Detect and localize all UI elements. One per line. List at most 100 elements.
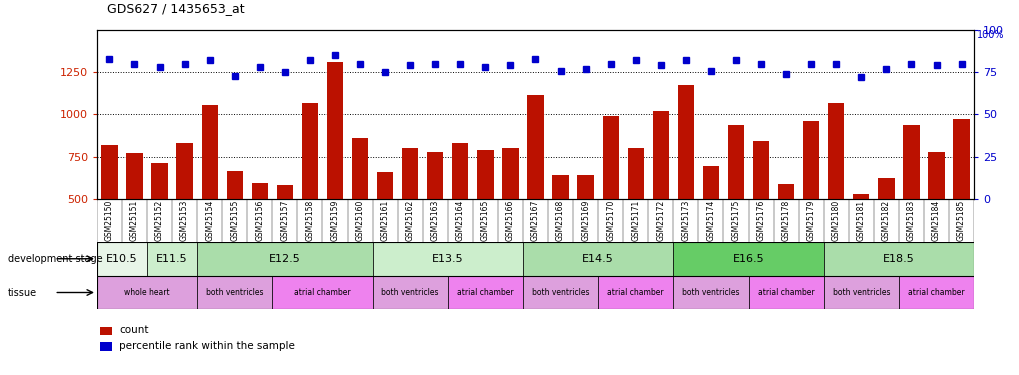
Bar <box>627 148 643 199</box>
Text: GSM25168: GSM25168 <box>555 200 565 241</box>
Text: E10.5: E10.5 <box>106 254 138 264</box>
Text: GSM25152: GSM25152 <box>155 200 164 241</box>
Text: E11.5: E11.5 <box>156 254 187 264</box>
Bar <box>652 111 668 199</box>
Text: GSM25170: GSM25170 <box>605 200 614 242</box>
Bar <box>677 85 693 199</box>
Text: 100%: 100% <box>976 30 1004 40</box>
Text: atrial chamber: atrial chamber <box>607 288 663 297</box>
Bar <box>147 242 197 276</box>
Bar <box>748 276 823 309</box>
Bar <box>953 118 969 199</box>
Bar <box>372 242 523 276</box>
Text: GSM25176: GSM25176 <box>756 200 765 242</box>
Text: GDS627 / 1435653_at: GDS627 / 1435653_at <box>107 2 245 15</box>
Text: GSM25183: GSM25183 <box>906 200 915 241</box>
Text: GSM25166: GSM25166 <box>505 200 515 242</box>
Bar <box>827 104 844 199</box>
Text: GSM25155: GSM25155 <box>230 200 239 242</box>
Text: GSM25150: GSM25150 <box>105 200 114 242</box>
Bar <box>151 164 167 199</box>
Bar <box>477 150 493 199</box>
Bar <box>302 104 318 199</box>
Text: GSM25158: GSM25158 <box>305 200 314 241</box>
Bar <box>877 178 894 199</box>
Bar <box>728 124 744 199</box>
Bar <box>523 242 673 276</box>
Text: GSM25172: GSM25172 <box>655 200 664 241</box>
Bar <box>823 276 898 309</box>
Bar <box>252 183 268 199</box>
Bar <box>276 185 292 199</box>
Bar <box>326 62 342 199</box>
Bar <box>427 152 443 199</box>
Text: GSM25182: GSM25182 <box>881 200 890 241</box>
Text: GSM25171: GSM25171 <box>631 200 640 241</box>
Text: GSM25175: GSM25175 <box>731 200 740 242</box>
Bar <box>197 276 272 309</box>
Text: both ventricles: both ventricles <box>682 288 739 297</box>
Text: GSM25180: GSM25180 <box>830 200 840 241</box>
Text: GSM25151: GSM25151 <box>129 200 139 241</box>
Text: tissue: tissue <box>8 288 38 297</box>
Text: both ventricles: both ventricles <box>381 288 438 297</box>
Text: GSM25160: GSM25160 <box>356 200 364 242</box>
Bar <box>451 143 468 199</box>
Bar <box>352 138 368 199</box>
Bar <box>272 276 372 309</box>
Bar <box>777 184 794 199</box>
Text: GSM25161: GSM25161 <box>380 200 389 241</box>
Bar <box>527 95 543 199</box>
Text: percentile rank within the sample: percentile rank within the sample <box>119 341 294 351</box>
Bar <box>501 148 518 199</box>
Text: GSM25184: GSM25184 <box>931 200 941 241</box>
Text: GSM25179: GSM25179 <box>806 200 815 242</box>
Text: atrial chamber: atrial chamber <box>293 288 351 297</box>
Text: atrial chamber: atrial chamber <box>457 288 514 297</box>
Text: GSM25154: GSM25154 <box>205 200 214 242</box>
Text: both ventricles: both ventricles <box>832 288 890 297</box>
Text: GSM25153: GSM25153 <box>180 200 189 242</box>
Text: E18.5: E18.5 <box>882 254 914 264</box>
Text: whole heart: whole heart <box>124 288 170 297</box>
Bar <box>176 143 193 199</box>
Bar <box>97 276 197 309</box>
Text: E16.5: E16.5 <box>732 254 763 264</box>
Text: development stage: development stage <box>8 254 103 264</box>
Bar <box>597 276 673 309</box>
Bar <box>126 153 143 199</box>
Bar <box>673 242 823 276</box>
Text: GSM25165: GSM25165 <box>480 200 489 242</box>
Text: GSM25181: GSM25181 <box>856 200 865 241</box>
Text: GSM25178: GSM25178 <box>781 200 790 241</box>
Bar <box>372 276 447 309</box>
Text: E12.5: E12.5 <box>269 254 301 264</box>
Bar <box>823 242 973 276</box>
Text: count: count <box>119 325 149 335</box>
Bar <box>523 276 597 309</box>
Text: GSM25157: GSM25157 <box>280 200 289 242</box>
Text: GSM25185: GSM25185 <box>956 200 965 241</box>
Text: GSM25174: GSM25174 <box>706 200 714 242</box>
Bar <box>401 148 418 199</box>
Bar <box>752 141 768 199</box>
Text: GSM25163: GSM25163 <box>430 200 439 242</box>
Bar <box>898 276 973 309</box>
Text: both ventricles: both ventricles <box>206 288 263 297</box>
Text: GSM25162: GSM25162 <box>406 200 415 241</box>
Bar <box>202 105 218 199</box>
Bar <box>602 116 619 199</box>
Bar <box>101 145 117 199</box>
Text: both ventricles: both ventricles <box>531 288 589 297</box>
Bar <box>577 175 593 199</box>
Bar <box>802 121 818 199</box>
Bar <box>447 276 523 309</box>
Text: E13.5: E13.5 <box>431 254 464 264</box>
Bar <box>673 276 748 309</box>
Bar <box>903 124 919 199</box>
Bar <box>97 242 147 276</box>
Bar <box>702 166 718 199</box>
Text: atrial chamber: atrial chamber <box>757 288 813 297</box>
Text: GSM25167: GSM25167 <box>531 200 539 242</box>
Text: E14.5: E14.5 <box>582 254 613 264</box>
